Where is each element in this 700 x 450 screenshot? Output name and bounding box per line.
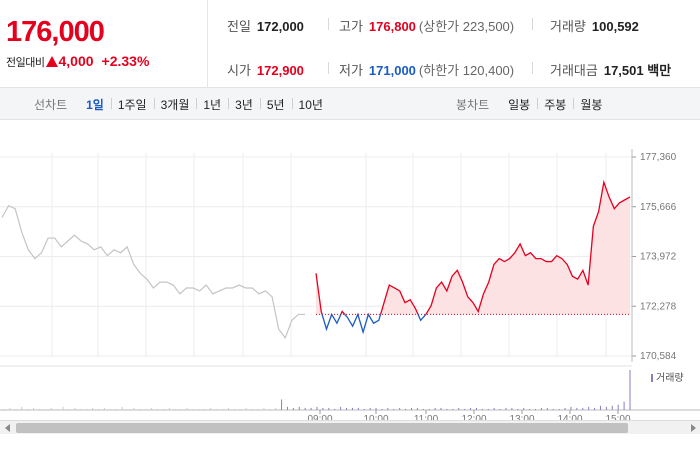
prev-close-value: 172,000 [256,19,304,34]
y-tick-label: 177,360 [640,152,677,163]
low-label: 저가 [339,63,363,78]
low-value: 171,000 [368,63,416,78]
divider [328,18,329,30]
x-tick-label: 11:00 [414,414,439,425]
tab-monthly-candle[interactable]: 월봉 [573,96,609,113]
candle-chart-title: 봉차트 [456,97,490,112]
price-area [316,182,630,315]
volume-panel: 거래량 [0,365,700,411]
lower-limit-label: 하한가 [423,63,460,78]
tab-daily-candle[interactable]: 일봉 [508,97,531,112]
change-percent: +2.33% [101,53,150,69]
high-value: 176,800 [368,19,416,34]
today-line-up [315,179,631,315]
open-stat: 시가 172,900 [227,60,304,79]
tab-3-months[interactable]: 3개월 [153,96,197,113]
volume-legend-label: 거래량 [656,372,684,384]
quote-summary: 176,000 전일대비 4,000 +2.33% 전일 172,000 고가 176,… [0,0,700,88]
volume-stat: 거래량 100,592 [550,16,639,35]
y-tick-label: 175,666 [640,202,677,213]
price-lines [1,179,631,340]
x-tick-label: 14:00 [557,414,582,425]
line-chart-tabs: 선차트 1일 1주일 3개월 1년 3년 5년 10년 [34,88,330,120]
high-stat: 고가 176,800 (상한가 223,500) [339,16,514,35]
volume-label: 거래량 [550,19,586,34]
prev-close-stat: 전일 172,000 [227,16,304,35]
up-triangle-icon [46,56,59,67]
low-stat: 저가 171,000 (하한가 120,400) [339,60,514,79]
divider [532,18,533,30]
y-tick-label: 173,972 [640,252,677,263]
current-price-panel: 176,000 전일대비 4,000 +2.33% [0,0,208,88]
lower-limit-value: 120,400 [462,63,510,78]
tab-3-years[interactable]: 3년 [228,96,260,113]
x-tick-label: 09:00 [307,414,332,425]
amount-value: 17,501 [603,63,644,78]
y-tick-label: 172,278 [640,301,677,312]
tab-1-day[interactable]: 1일 [86,97,104,112]
current-price: 176,000 [6,16,105,48]
upper-limit: (상한가 223,500) [418,19,515,34]
upper-limit-value: 223,500 [462,19,510,34]
tab-weekly-candle[interactable]: 주봉 [537,96,573,113]
divider [328,62,329,74]
chart-grid [0,153,632,357]
scroll-right-button[interactable] [686,421,700,435]
y-tick-label: 170,584 [640,351,677,362]
x-tick-label: 10:00 [363,414,388,425]
scrollbar-thumb[interactable] [16,423,628,433]
x-axis: 09:00 10:00 11:00 12:00 13:00 14:00 15:00 [307,410,631,425]
tab-10-years[interactable]: 10년 [291,96,330,113]
previous-day-line [1,204,305,340]
divider [532,62,533,74]
tab-1-year[interactable]: 1년 [196,96,228,113]
high-label: 고가 [339,19,363,34]
lower-limit: (하한가 120,400) [418,63,515,78]
prev-close-label: 전일 [227,19,251,34]
scroll-left-button[interactable] [0,421,14,435]
amount-unit: 백만 [647,63,672,78]
volume-value: 100,592 [591,19,639,34]
open-label: 시가 [227,63,251,78]
open-value: 172,900 [256,63,304,78]
today-area-fill [316,182,630,315]
upper-limit-label: 상한가 [423,19,460,34]
volume-legend-swatch [651,374,653,382]
candle-chart-tabs: 봉차트 일봉 주봉 월봉 [456,88,609,120]
x-tick-label: 12:00 [461,414,486,425]
chart-period-tabs: 선차트 1일 1주일 3개월 1년 3년 5년 10년 봉차트 일봉 주봉 월봉 [0,88,700,120]
x-tick-label: 13:00 [509,414,534,425]
tab-5-years[interactable]: 5년 [259,96,292,113]
chart-scrollbar[interactable] [0,420,700,434]
change-value: 4,000 [58,53,94,69]
amount-stat: 거래대금 17,501 백만 [550,60,671,79]
amount-label: 거래대금 [550,63,598,78]
arrow-right-icon [690,424,696,432]
x-tick-label: 15:00 [605,414,630,425]
arrow-left-icon [4,424,10,432]
price-change: 전일대비 4,000 +2.33% [6,53,149,70]
tab-1-week[interactable]: 1주일 [110,96,154,113]
change-label: 전일대비 [6,57,45,69]
line-chart-title: 선차트 [34,97,68,112]
y-axis: 177,360 175,666 173,972 172,278 170,584 [631,149,677,362]
